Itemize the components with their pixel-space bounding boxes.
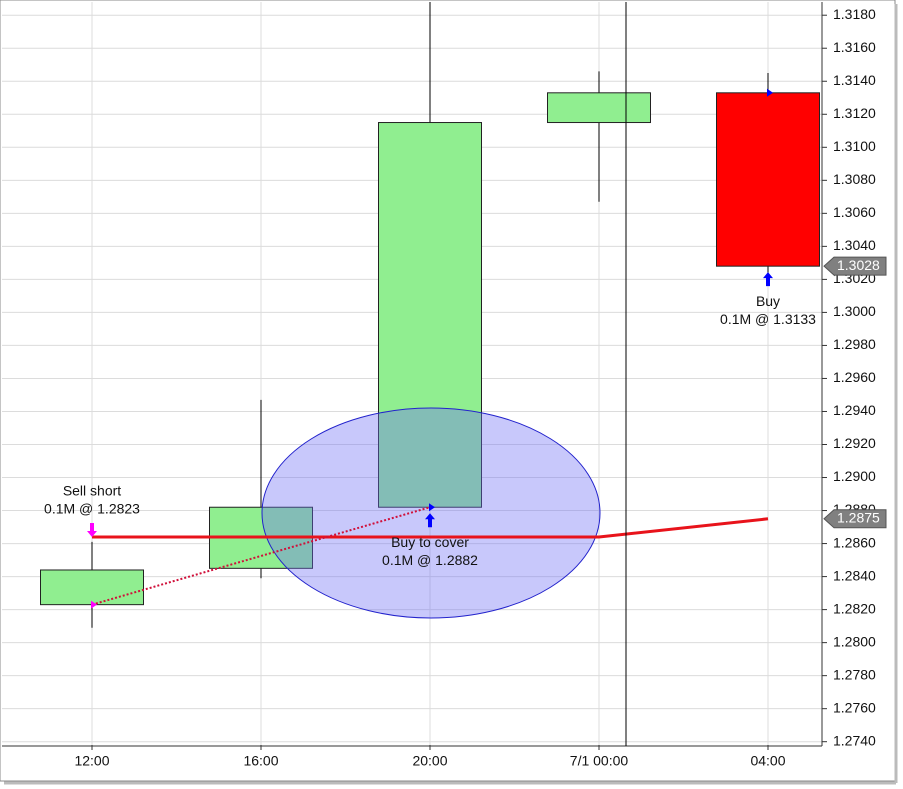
- line-series: [92, 517, 769, 539]
- y-tick-label: 1.2940: [833, 402, 876, 418]
- x-tick-label: 12:00: [74, 753, 109, 769]
- axes: 1.2740 1.2760 1.2780 1.2800 1.2820 1.2840 1.28…: [44, 6, 887, 769]
- price-tag: [823, 256, 887, 276]
- price-tag-label: 1.2875: [837, 510, 880, 526]
- y-tick-label: 1.2840: [833, 567, 876, 583]
- y-tick-label: 1.3100: [833, 138, 876, 154]
- x-tick-label: 16:00: [243, 753, 278, 769]
- trade-arrow: [425, 513, 435, 528]
- y-tick-label: 1.3180: [833, 6, 876, 22]
- trade-marker: [767, 88, 773, 97]
- candle-body: [716, 92, 820, 267]
- trade-action: Buy to cover: [391, 534, 469, 550]
- candle-body: [40, 569, 144, 606]
- grid: [2, 2, 822, 745]
- y-tick-label: 1.2740: [833, 732, 876, 748]
- highlight: [261, 407, 601, 619]
- price-tag: [823, 509, 887, 529]
- trade-marker: [429, 503, 435, 512]
- y-tick-label: 1.3040: [833, 237, 876, 253]
- trade-action: Buy: [756, 293, 780, 309]
- y-tick-label: 1.2920: [833, 435, 876, 451]
- y-tick-label: 1.3060: [833, 204, 876, 220]
- y-tick-label: 1.3080: [833, 171, 876, 187]
- trade-detail: 0.1M @ 1.2882: [382, 552, 478, 568]
- y-tick-label: 1.2780: [833, 666, 876, 682]
- trade-link: [91, 506, 431, 606]
- trade-action: Sell short: [63, 483, 121, 499]
- y-tick-label: 1.2760: [833, 699, 876, 715]
- y-tick-label: 1.2980: [833, 336, 876, 352]
- x-tick-label: 04:00: [750, 753, 785, 769]
- price-tag-label: 1.3028: [837, 257, 880, 273]
- trade-detail: 0.1M @ 1.2823: [44, 501, 140, 517]
- candle-body: [378, 122, 482, 508]
- y-tick-label: 1.3000: [833, 303, 876, 319]
- y-tick-label: 1.3120: [833, 105, 876, 121]
- y-tick-label: 1.2800: [833, 633, 876, 649]
- trade-detail: 0.1M @ 1.3133: [720, 311, 816, 327]
- marks: [40, 2, 820, 628]
- x-tick-label: 7/1 00:00: [570, 753, 629, 769]
- y-tick-label: 1.2900: [833, 468, 876, 484]
- y-tick-label: 1.2960: [833, 369, 876, 385]
- trade-arrow: [87, 523, 97, 537]
- y-tick-label: 1.3140: [833, 72, 876, 88]
- x-tick-label: 20:00: [412, 753, 447, 769]
- trade-arrow: [763, 272, 773, 287]
- trade-marker: [91, 600, 97, 609]
- y-tick-label: 1.2860: [833, 534, 876, 550]
- y-tick-label: 1.3160: [833, 39, 876, 55]
- candle-body: [547, 92, 651, 124]
- y-tick-label: 1.2820: [833, 600, 876, 616]
